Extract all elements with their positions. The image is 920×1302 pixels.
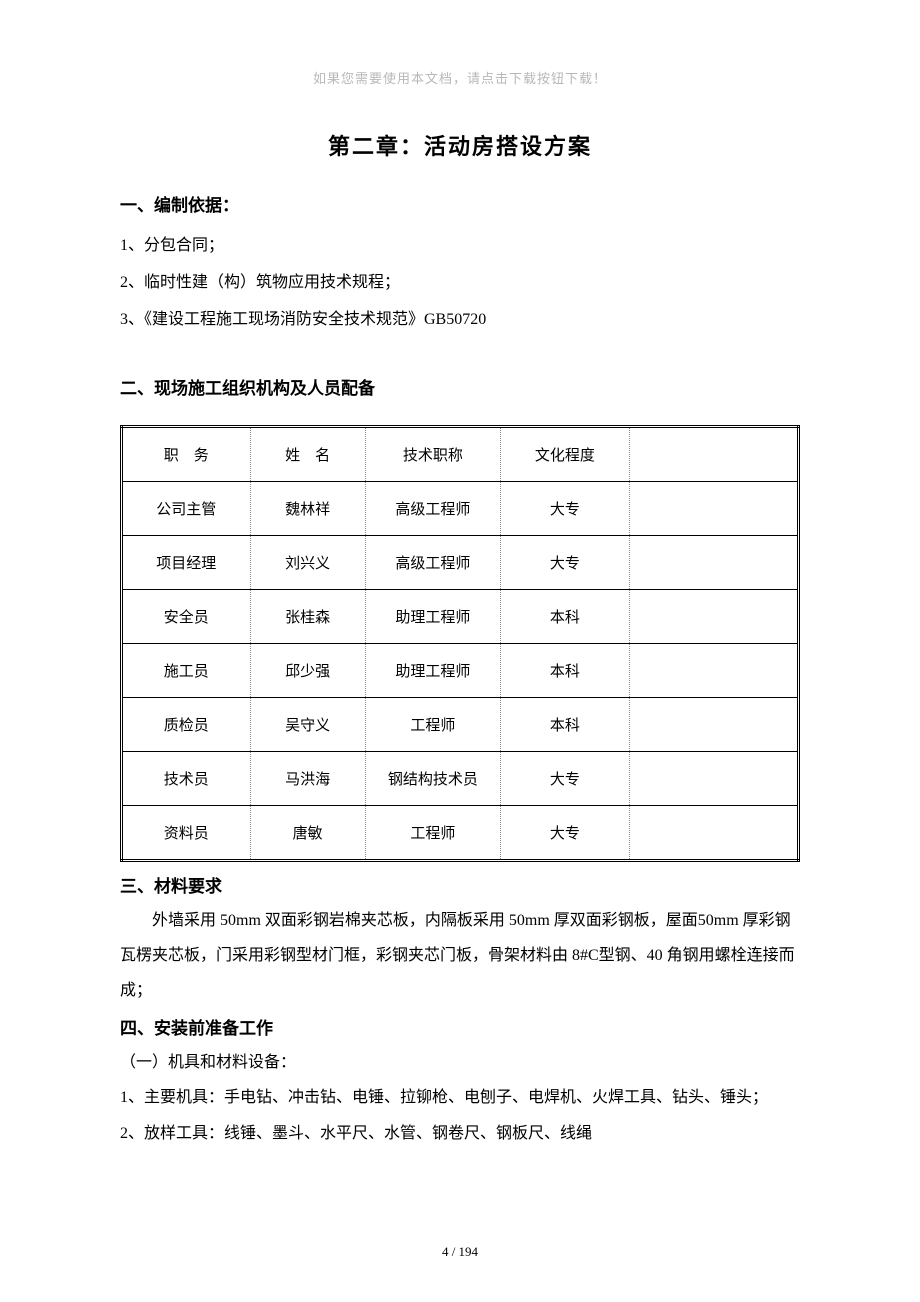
table-cell: 马洪海 <box>250 751 365 805</box>
section-1-item: 3、《建设工程施工现场消防安全技术规范》GB50720 <box>120 302 800 337</box>
table-cell: 本科 <box>501 589 630 643</box>
section-4-sub: （一）机具和材料设备： <box>120 1045 800 1080</box>
table-cell: 刘兴义 <box>250 535 365 589</box>
table-cell: 大专 <box>501 481 630 535</box>
table-cell: 邱少强 <box>250 643 365 697</box>
section-4-heading: 四、安装前准备工作 <box>120 1014 800 1039</box>
table-cell: 大专 <box>501 751 630 805</box>
table-row: 资料员 唐敏 工程师 大专 <box>122 805 799 860</box>
table-cell: 魏林祥 <box>250 481 365 535</box>
table-cell: 唐敏 <box>250 805 365 860</box>
table-cell: 高级工程师 <box>365 481 500 535</box>
table-cell <box>629 535 798 589</box>
table-cell: 吴守义 <box>250 697 365 751</box>
table-cell: 本科 <box>501 697 630 751</box>
table-header-row: 职 务 姓 名 技术职称 文化程度 <box>122 426 799 481</box>
table-row: 施工员 邱少强 助理工程师 本科 <box>122 643 799 697</box>
table-cell <box>629 643 798 697</box>
table-cell <box>629 481 798 535</box>
table-cell: 施工员 <box>122 643 251 697</box>
table-cell: 大专 <box>501 535 630 589</box>
table-cell: 工程师 <box>365 697 500 751</box>
table-cell: 安全员 <box>122 589 251 643</box>
section-1-heading: 一、编制依据： <box>120 191 800 216</box>
table-cell: 公司主管 <box>122 481 251 535</box>
section-1-item: 2、临时性建（构）筑物应用技术规程； <box>120 265 800 300</box>
section-1-item: 1、分包合同； <box>120 228 800 263</box>
table-row: 质检员 吴守义 工程师 本科 <box>122 697 799 751</box>
table-cell: 质检员 <box>122 697 251 751</box>
table-cell: 张桂森 <box>250 589 365 643</box>
table-cell: 大专 <box>501 805 630 860</box>
chapter-title: 第二章：活动房搭设方案 <box>120 129 800 161</box>
table-cell: 项目经理 <box>122 535 251 589</box>
table-cell <box>629 697 798 751</box>
staff-table: 职 务 姓 名 技术职称 文化程度 公司主管 魏林祥 高级工程师 大专 项目经理… <box>120 425 800 862</box>
table-cell: 本科 <box>501 643 630 697</box>
section-4-item: 2、放样工具：线锤、墨斗、水平尺、水管、钢卷尺、钢板尺、线绳 <box>120 1116 800 1151</box>
section-3-paragraph: 外墙采用 50mm 双面彩钢岩棉夹芯板，内隔板采用 50mm 厚双面彩钢板，屋面… <box>120 903 800 1009</box>
table-header-cell: 技术职称 <box>365 426 500 481</box>
table-row: 安全员 张桂森 助理工程师 本科 <box>122 589 799 643</box>
table-cell: 助理工程师 <box>365 589 500 643</box>
table-cell: 高级工程师 <box>365 535 500 589</box>
table-cell <box>629 805 798 860</box>
table-cell: 资料员 <box>122 805 251 860</box>
table-cell <box>629 589 798 643</box>
table-cell: 助理工程师 <box>365 643 500 697</box>
table-cell: 钢结构技术员 <box>365 751 500 805</box>
table-header-cell <box>629 426 798 481</box>
table-row: 公司主管 魏林祥 高级工程师 大专 <box>122 481 799 535</box>
table-header-cell: 文化程度 <box>501 426 630 481</box>
document-page: 如果您需要使用本文档，请点击下载按钮下载！ 第二章：活动房搭设方案 一、编制依据… <box>0 0 920 1191</box>
table-cell: 工程师 <box>365 805 500 860</box>
table-header-cell: 职 务 <box>122 426 251 481</box>
table-header-cell: 姓 名 <box>250 426 365 481</box>
table-cell: 技术员 <box>122 751 251 805</box>
table-cell <box>629 751 798 805</box>
section-3-heading: 三、材料要求 <box>120 872 800 897</box>
section-2-heading: 二、现场施工组织机构及人员配备 <box>120 374 800 399</box>
table-row: 项目经理 刘兴义 高级工程师 大专 <box>122 535 799 589</box>
section-4-item: 1、主要机具：手电钻、冲击钻、电锤、拉铆枪、电刨子、电焊机、火焊工具、钻头、锤头… <box>120 1080 800 1115</box>
header-note: 如果您需要使用本文档，请点击下载按钮下载！ <box>120 68 800 87</box>
page-number: 4 / 194 <box>0 1244 920 1260</box>
table-row: 技术员 马洪海 钢结构技术员 大专 <box>122 751 799 805</box>
